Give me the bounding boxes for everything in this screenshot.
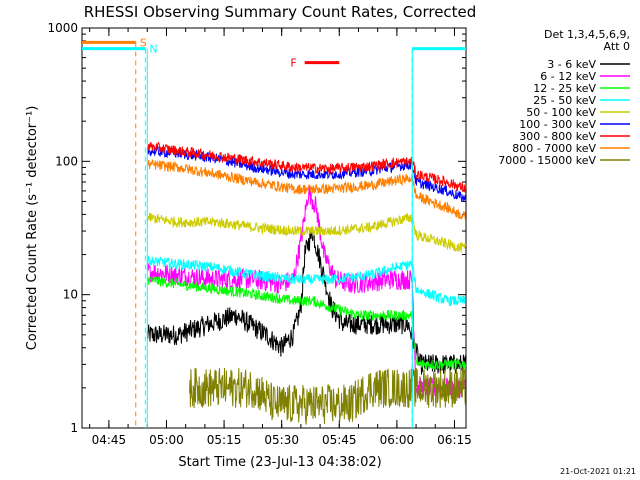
legend-entry-label: 800 - 7000 keV xyxy=(512,142,596,155)
y-tick-label: 1 xyxy=(70,421,78,435)
series-trace xyxy=(146,212,467,253)
x-tick-label: 05:30 xyxy=(264,433,299,447)
x-tick-label: 05:45 xyxy=(322,433,357,447)
series-trace xyxy=(189,367,466,425)
legend-entry-label: 25 - 50 keV xyxy=(533,94,596,107)
state-bars: S N F xyxy=(82,36,466,428)
series-trace xyxy=(146,184,467,399)
legend-entry-label: 3 - 6 keV xyxy=(547,58,596,71)
legend-entry-label: 50 - 100 keV xyxy=(526,106,596,119)
state-bar-label: N xyxy=(149,43,157,56)
y-tick-label: 100 xyxy=(55,154,78,168)
legend-header-line1: Det 1,3,4,5,6,9, xyxy=(544,28,630,41)
x-axis-label: Start Time (23-Jul-13 04:38:02) xyxy=(178,455,381,470)
state-bar-label: F xyxy=(290,57,296,70)
chart-title: RHESSI Observing Summary Count Rates, Co… xyxy=(84,3,477,21)
x-tick-label: 05:15 xyxy=(207,433,242,447)
plot-area xyxy=(81,27,467,429)
x-tick-label: 06:00 xyxy=(380,433,415,447)
legend-entry-label: 300 - 800 keV xyxy=(519,130,596,143)
x-tick-label: 06:15 xyxy=(437,433,472,447)
legend-entry-label: 100 - 300 keV xyxy=(519,118,596,131)
footer-date: 21-Oct-2021 01:21 xyxy=(560,467,636,476)
x-axis: 04:45 05:00 05:15 05:30 05:45 06:00 06:15 xyxy=(89,28,472,447)
series-trace xyxy=(146,141,467,193)
y-axis-label: Corrected Count Rate (s⁻¹ detector⁻¹) xyxy=(25,106,40,351)
legend-header-line2: Att 0 xyxy=(604,40,630,53)
legend-entry-label: 7000 - 15000 keV xyxy=(498,154,596,167)
y-tick-label: 10 xyxy=(63,288,78,302)
plot-frame xyxy=(81,27,467,429)
y-tick-label: 1000 xyxy=(47,21,78,35)
legend-entry-label: 12 - 25 keV xyxy=(533,82,596,95)
x-tick-label: 04:45 xyxy=(92,433,127,447)
x-tick-label: 05:00 xyxy=(149,433,184,447)
state-bar-label: S xyxy=(140,36,147,49)
legend-entry-label: 6 - 12 keV xyxy=(540,70,596,83)
y-axis: 1 10 100 1000 xyxy=(47,21,466,435)
series-layer xyxy=(146,141,467,425)
